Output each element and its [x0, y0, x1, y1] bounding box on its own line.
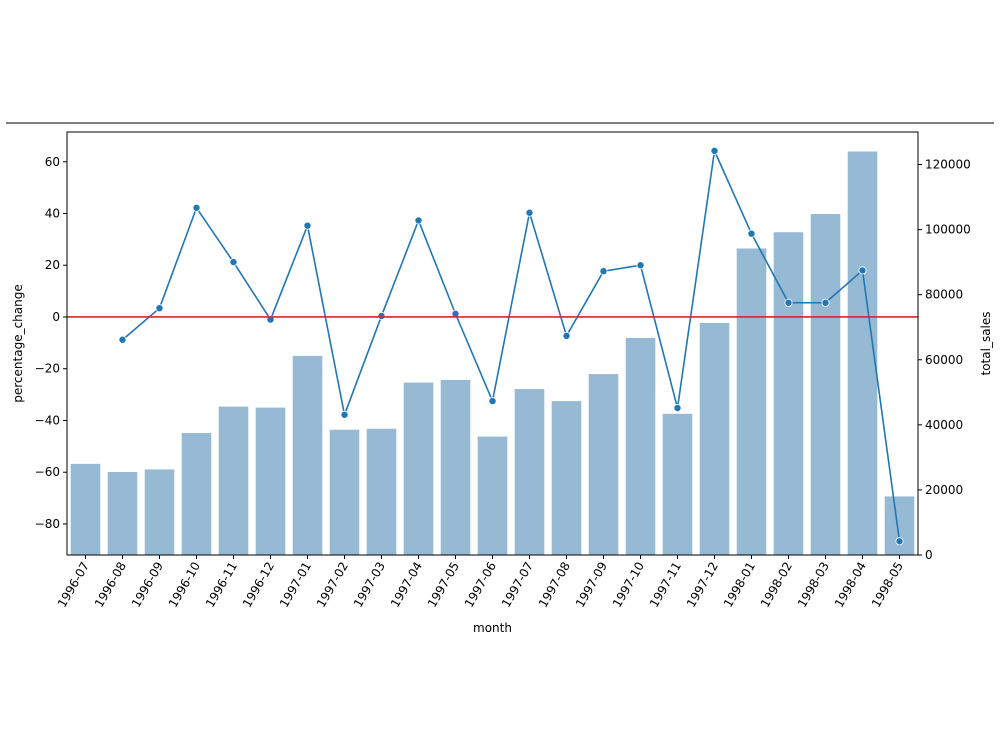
x-axis-label: month [473, 621, 512, 635]
left-y-tick-label: −20 [35, 362, 60, 376]
x-tick-label: 1997-11 [647, 560, 684, 610]
sales-bar [551, 401, 582, 555]
x-tick-label: 1996-09 [129, 560, 166, 610]
sales-bar [625, 337, 656, 555]
right-y-axis-label: total_sales [979, 311, 993, 375]
x-tick-label: 1996-10 [166, 560, 203, 610]
right-y-axis: 0 20000 40000 60000 80000 100000 120000 [918, 158, 971, 562]
percentage-change-point [340, 410, 349, 419]
percentage-change-point [229, 258, 238, 267]
percentage-change-point [710, 146, 719, 155]
left-y-tick-label: 0 [52, 310, 60, 324]
percentage-change-point [784, 298, 793, 307]
x-tick-label: 1997-12 [684, 560, 721, 610]
sales-bar [736, 248, 767, 556]
percentage-change-point [562, 331, 571, 340]
x-tick-label: 1996-08 [92, 560, 129, 610]
right-y-tick-label: 0 [925, 548, 933, 562]
sales-bar [255, 407, 286, 555]
percentage-change-point [192, 203, 201, 212]
right-y-tick-label: 80000 [925, 288, 963, 302]
sales-bar [773, 232, 804, 556]
left-y-tick-label: −40 [35, 413, 60, 427]
x-tick-label: 1996-12 [240, 560, 277, 610]
sales-bar [440, 379, 471, 555]
percentage-change-point [858, 266, 867, 275]
left-y-tick-label: −80 [35, 517, 60, 531]
sales-bar [514, 389, 545, 555]
x-tick-label: 1997-09 [573, 560, 610, 610]
x-tick-label: 1997-03 [351, 560, 388, 610]
left-y-tick-label: −60 [35, 465, 60, 479]
sales-bar [403, 382, 434, 555]
sales-bar [292, 355, 323, 555]
sales-bar [218, 406, 249, 555]
x-tick-label: 1998-01 [721, 560, 758, 610]
x-tick-label: 1997-02 [314, 560, 351, 610]
percentage-change-point [155, 304, 164, 313]
sales-bar [662, 413, 693, 555]
percentage-change-point [821, 298, 830, 307]
percentage-change-point [488, 397, 497, 406]
x-axis: 1996-07 1996-08 1996-09 1996-10 1996-11 1996-… [55, 555, 906, 610]
x-tick-label: 1997-07 [499, 560, 536, 610]
sales-bar [181, 432, 212, 555]
x-tick-label: 1996-07 [55, 560, 92, 610]
percentage-change-point [303, 221, 312, 230]
percentage-change-point [636, 261, 645, 270]
x-tick-label: 1998-04 [832, 560, 869, 610]
sales-bar [884, 496, 915, 555]
x-tick-label: 1997-08 [536, 560, 573, 610]
sales-bar [107, 472, 138, 555]
percentage-change-point [377, 311, 386, 320]
left-y-tick-label: 20 [45, 258, 60, 272]
x-tick-label: 1997-10 [610, 560, 647, 610]
percentage-change-point [525, 208, 534, 217]
x-tick-label: 1998-03 [795, 560, 832, 610]
sales-bar [588, 374, 619, 555]
percentage-change-point [599, 267, 608, 276]
left-y-axis: −80 −60 −40 −20 0 20 40 60 [35, 155, 67, 531]
x-tick-label: 1997-01 [277, 560, 314, 610]
left-y-tick-label: 60 [45, 155, 60, 169]
right-y-tick-label: 40000 [925, 418, 963, 432]
percentage-change-line [121, 148, 901, 542]
percentage-change-point [673, 404, 682, 413]
right-y-tick-label: 20000 [925, 483, 963, 497]
sales-bar [847, 151, 878, 555]
sales-bar [699, 323, 730, 555]
sales-bar [477, 436, 508, 555]
percentage-change-point [414, 216, 423, 225]
bars-layer [70, 151, 915, 556]
left-y-tick-label: 40 [45, 206, 60, 220]
sales-bar [366, 428, 397, 555]
x-tick-label: 1997-04 [388, 560, 425, 610]
percentage-change-point [747, 229, 756, 238]
sales-bar [144, 469, 175, 555]
x-tick-label: 1998-02 [758, 560, 795, 610]
percentage-change-point [895, 537, 904, 546]
x-tick-label: 1998-05 [869, 560, 906, 610]
sales-bar [70, 463, 101, 555]
percentage-change-point [118, 335, 127, 344]
x-tick-label: 1997-05 [425, 560, 462, 610]
x-tick-label: 1997-06 [462, 560, 499, 610]
x-tick-label: 1996-11 [203, 560, 240, 610]
left-y-axis-label: percentage_change [11, 284, 25, 402]
sales-bar [329, 429, 360, 555]
right-y-tick-label: 120000 [925, 158, 971, 172]
sales-bar [810, 213, 841, 555]
right-y-tick-label: 60000 [925, 353, 963, 367]
right-y-tick-label: 100000 [925, 223, 971, 237]
